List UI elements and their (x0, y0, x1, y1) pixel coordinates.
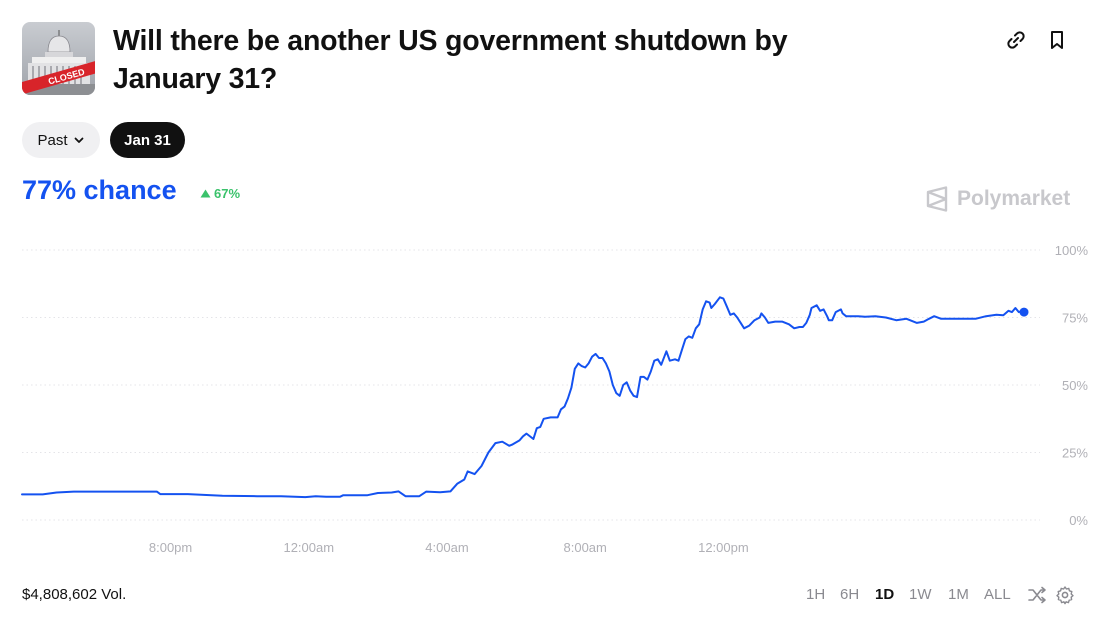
x-tick-label: 8:00pm (149, 540, 192, 555)
y-tick-label: 75% (1062, 311, 1088, 326)
market-title: Will there be another US government shut… (113, 22, 833, 98)
x-tick-label: 12:00pm (698, 540, 749, 555)
shuffle-icon (1028, 586, 1046, 604)
polymarket-logo-icon (926, 186, 948, 212)
current-point (1019, 307, 1029, 317)
settings-button[interactable] (1055, 585, 1075, 605)
capitol-closed-image: CLOSED (22, 22, 95, 95)
market-title-line-1: Will there be another US government shut… (113, 25, 788, 57)
x-tick-label: 4:00am (425, 540, 468, 555)
past-label: Past (37, 131, 68, 149)
price-chart: 0% 25% 50% 75% 100% 8:00pm 12:00am 4:00am 8:00a… (21, 243, 1089, 555)
bookmark-button[interactable] (1045, 28, 1069, 52)
range-6h-button[interactable]: 6H (840, 586, 860, 603)
y-tick-label: 25% (1062, 446, 1088, 461)
copy-link-button[interactable] (1004, 28, 1028, 52)
y-tick-label: 0% (1069, 513, 1088, 528)
chance-change: 67% (200, 186, 240, 201)
x-tick-label: 8:00am (564, 540, 607, 555)
range-1h-button[interactable]: 1H (806, 586, 826, 603)
date-pill-selected[interactable]: Jan 31 (110, 122, 185, 158)
x-tick-label: 12:00am (283, 540, 334, 555)
past-dropdown[interactable]: Past (22, 122, 100, 158)
range-all-button[interactable]: ALL (984, 586, 1011, 603)
y-tick-label: 100% (1055, 243, 1089, 258)
range-1w-button[interactable]: 1W (909, 586, 932, 603)
link-icon (1007, 31, 1025, 49)
settings-icon (1056, 586, 1074, 605)
chevron-down-icon (74, 137, 83, 143)
chance-change-value: 67% (214, 186, 241, 201)
brand-watermark: Polymarket (925, 186, 1070, 212)
triangle-up-icon (200, 189, 211, 198)
market-title-line-2: January 31? (113, 63, 278, 95)
y-tick-label: 50% (1062, 378, 1088, 393)
series-line (21, 296, 1025, 499)
range-1m-button[interactable]: 1M (948, 586, 969, 603)
chance-value: 77% chance (22, 175, 177, 205)
bookmark-icon (1051, 31, 1063, 49)
volume-text: $4,808,602 Vol. (22, 586, 127, 603)
shuffle-button[interactable] (1027, 585, 1047, 605)
brand-name: Polymarket (957, 187, 1071, 210)
range-1d-button[interactable]: 1D (875, 586, 895, 603)
market-thumbnail: CLOSED (22, 22, 95, 95)
